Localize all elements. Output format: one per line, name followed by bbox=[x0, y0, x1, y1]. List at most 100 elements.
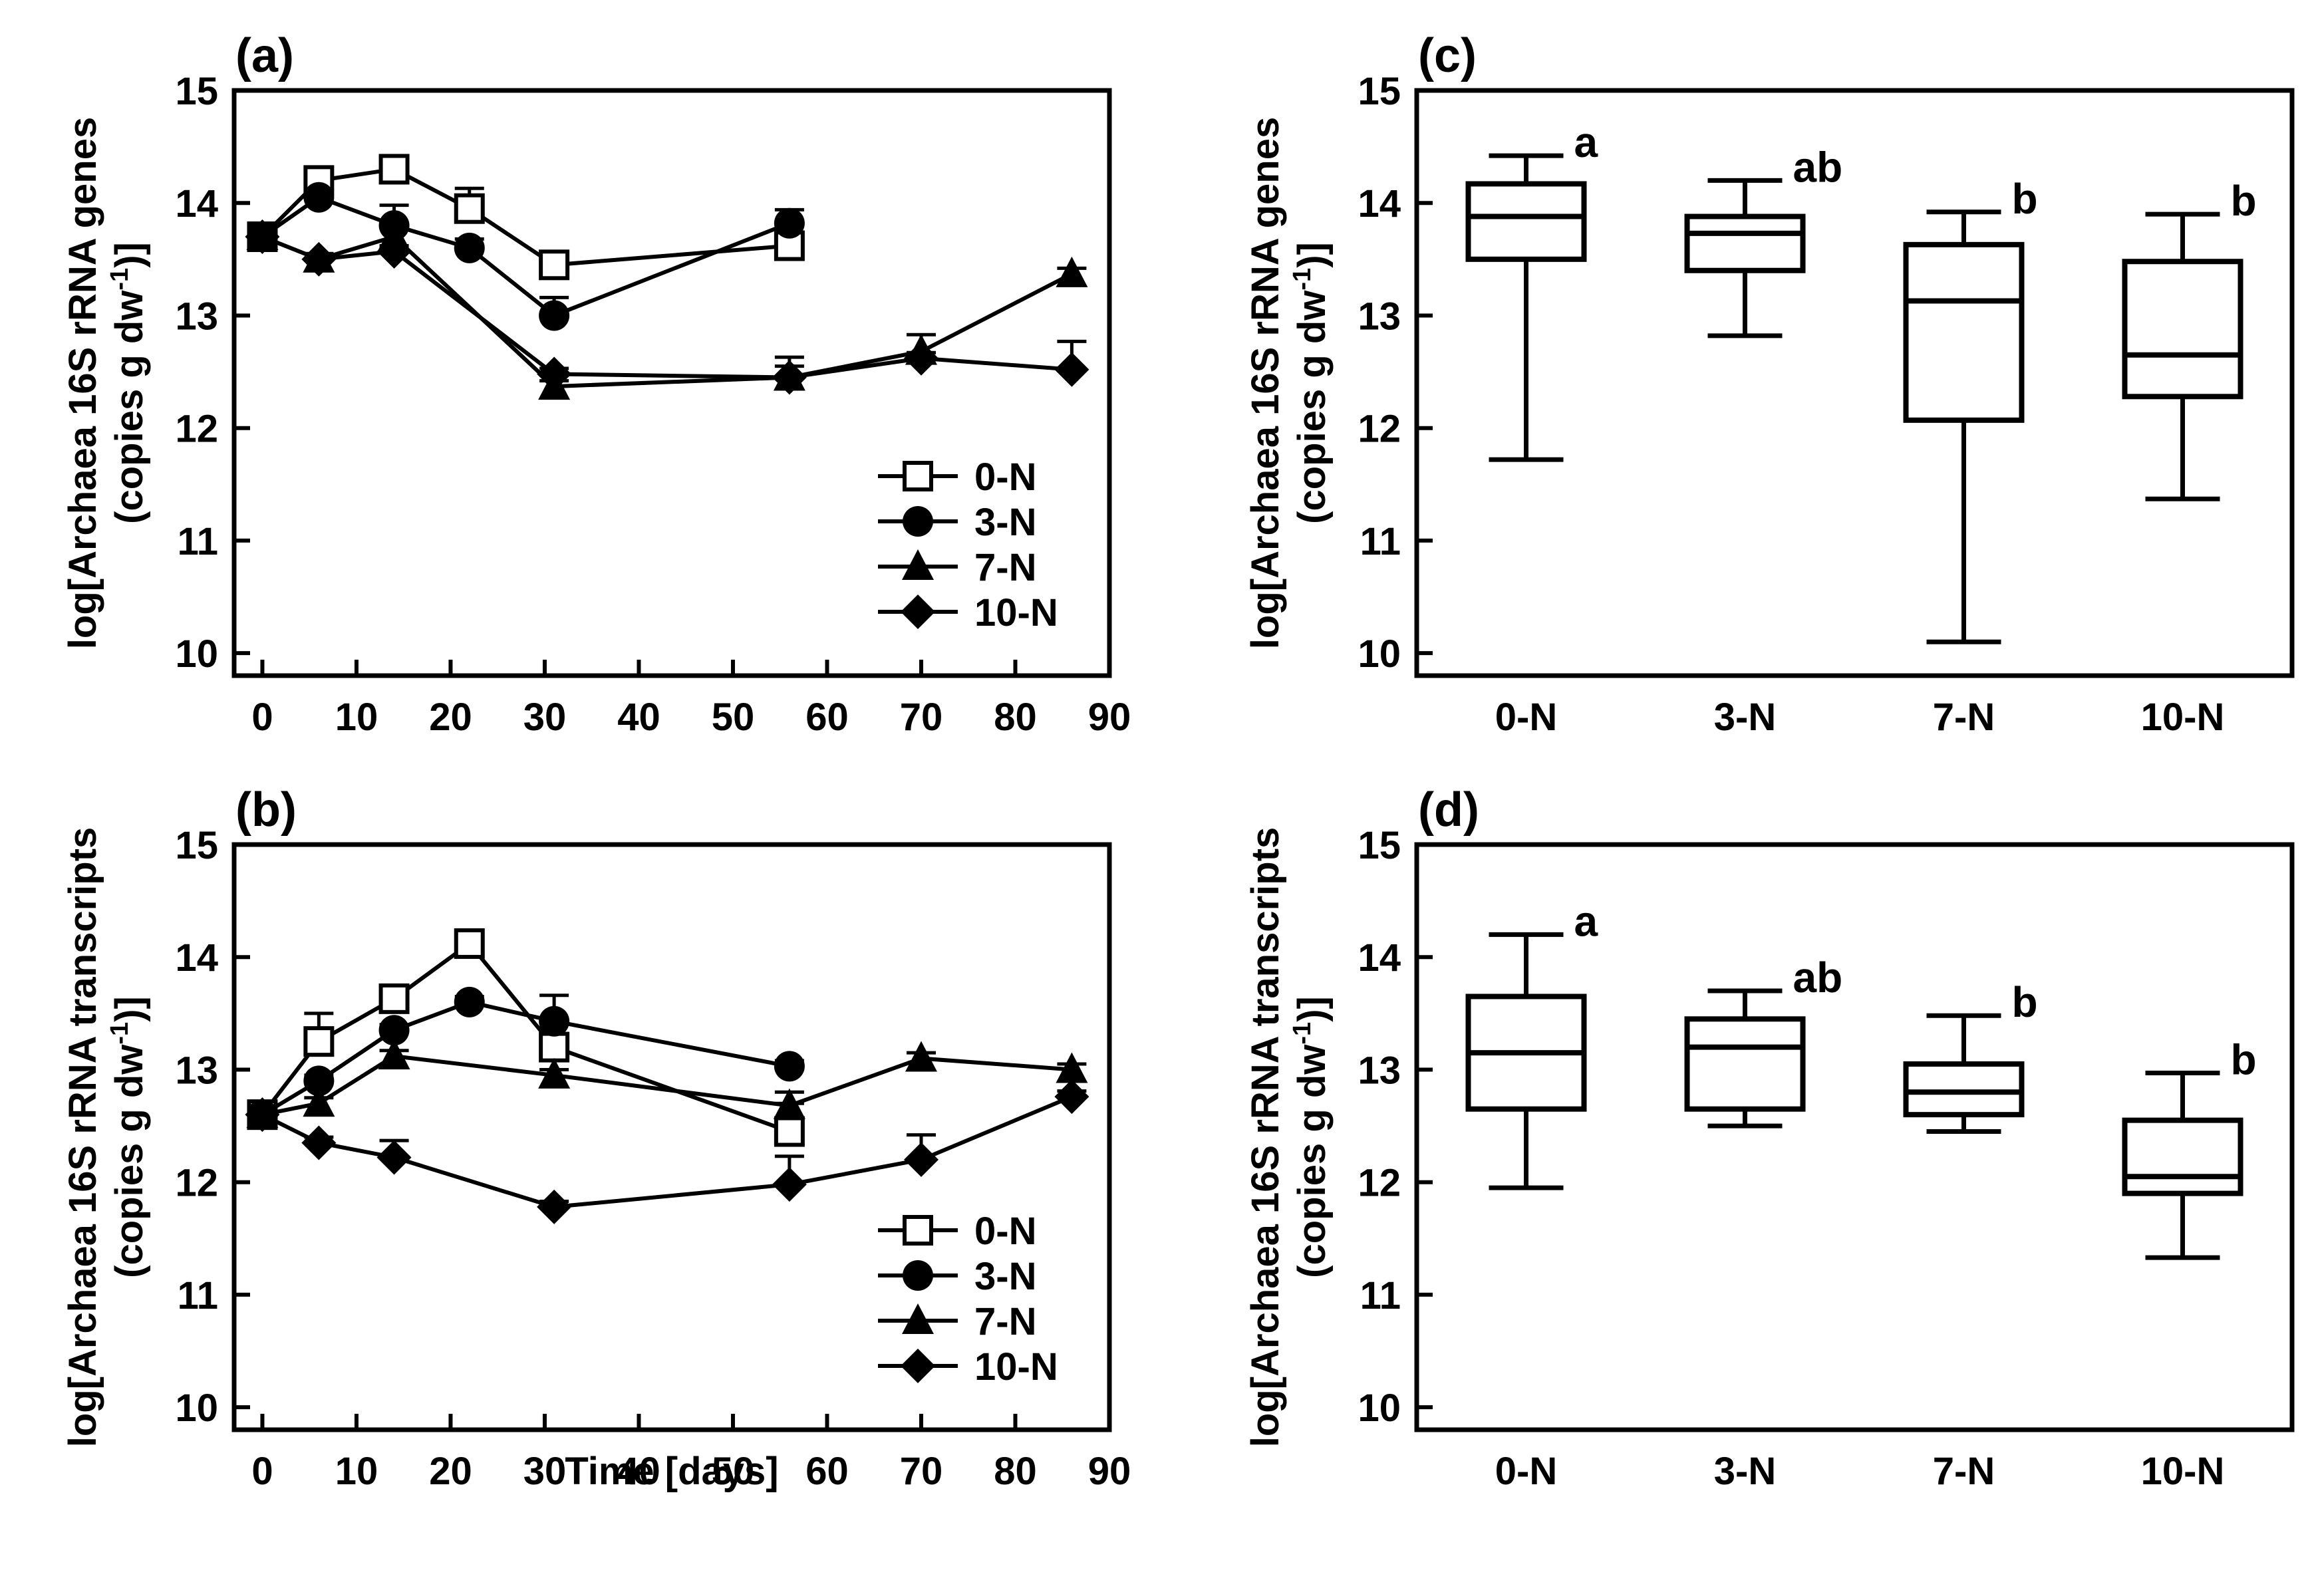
x-tick-label: 7-N bbox=[1933, 1450, 1995, 1493]
legend-marker bbox=[901, 1349, 935, 1383]
iqr-box bbox=[1465, 181, 1587, 262]
legend-item-3-N: 3-N bbox=[878, 501, 1036, 544]
x-tick-label: 0 bbox=[251, 1450, 273, 1493]
significance-letter: a bbox=[1574, 118, 1598, 166]
data-point bbox=[772, 360, 807, 395]
y-axis-units: (copies g dw-1)] bbox=[106, 996, 151, 1278]
y-tick-label: 15 bbox=[1358, 70, 1401, 113]
series-line bbox=[261, 999, 790, 1117]
series-7-N bbox=[246, 1039, 1088, 1129]
data-point bbox=[537, 356, 572, 392]
iqr-box bbox=[1684, 213, 1806, 273]
data-point bbox=[773, 1088, 805, 1119]
box-0-N: a bbox=[1465, 897, 1598, 1190]
data-point bbox=[301, 1125, 337, 1160]
legend-label: 10-N bbox=[974, 1345, 1058, 1389]
plot-frame bbox=[231, 842, 1112, 1432]
y-tick-label: 12 bbox=[175, 408, 218, 451]
data-point bbox=[1056, 256, 1088, 287]
y-tick-label: 11 bbox=[178, 1274, 218, 1317]
x-tick-label: 70 bbox=[900, 696, 943, 739]
legend-item-3-N: 3-N bbox=[878, 1255, 1036, 1298]
data-point bbox=[774, 1116, 805, 1147]
data-point bbox=[303, 1065, 335, 1097]
y-tick-label: 10 bbox=[175, 1387, 218, 1430]
plot-frame bbox=[231, 88, 1112, 678]
y-units-exponent: -1 bbox=[106, 268, 134, 291]
y-units-exponent: -1 bbox=[1288, 1022, 1316, 1045]
x-tick-label: 50 bbox=[712, 696, 755, 739]
data-point bbox=[774, 1051, 805, 1082]
x-tick-label: 60 bbox=[805, 696, 849, 739]
plot-frame bbox=[1414, 842, 2295, 1432]
x-tick-label: 10 bbox=[335, 696, 378, 739]
x-tick-label: 80 bbox=[994, 696, 1037, 739]
x-tick-label: 30 bbox=[523, 1450, 567, 1493]
x-tick-label: 50 bbox=[712, 1450, 755, 1493]
series-7-N bbox=[246, 219, 1088, 400]
legend-marker bbox=[902, 1303, 934, 1334]
data-point bbox=[245, 219, 280, 254]
data-point bbox=[301, 241, 337, 277]
data-point bbox=[454, 986, 485, 1017]
data-point bbox=[539, 1031, 570, 1063]
legend-label: 3-N bbox=[974, 501, 1036, 544]
box-0-N: a bbox=[1465, 118, 1598, 462]
box-3-N: ab bbox=[1684, 143, 1843, 338]
data-point bbox=[537, 1189, 572, 1224]
data-point bbox=[378, 983, 410, 1014]
y-tick-label: 13 bbox=[175, 295, 218, 338]
legend-item-10-N: 10-N bbox=[878, 1345, 1058, 1389]
panel-c: (c) 10 11 12 13 14 15 log[Archaea 16S rRNA gene… bbox=[1244, 29, 2295, 739]
x-tick-label: 7-N bbox=[1933, 696, 1995, 739]
iqr-box bbox=[2122, 259, 2243, 400]
y-tick-label: 11 bbox=[1360, 1274, 1401, 1317]
x-axis-title: Time [days] bbox=[565, 1450, 778, 1493]
y-axis-units: (copies g dw-1)] bbox=[1288, 242, 1334, 524]
panel-label: (c) bbox=[1418, 29, 1477, 82]
y-units-suffix: )] bbox=[108, 242, 151, 268]
iqr-box bbox=[2122, 1117, 2243, 1196]
data-point bbox=[539, 1005, 570, 1037]
series-10-N bbox=[245, 219, 1089, 395]
y-tick-label: 13 bbox=[175, 1049, 218, 1092]
y-axis-units: (copies g dw-1)] bbox=[106, 242, 151, 524]
x-tick-label: 0-N bbox=[1495, 696, 1557, 739]
data-point bbox=[774, 207, 805, 239]
x-tick-label: 90 bbox=[1088, 696, 1131, 739]
y-axis-title: log[Archaea 16S rRNA genes bbox=[61, 117, 104, 649]
legend-label: 0-N bbox=[974, 1210, 1036, 1253]
panel-label: (a) bbox=[235, 29, 294, 82]
data-point bbox=[454, 928, 485, 959]
y-axis-units: (copies g dw-1)] bbox=[1288, 996, 1334, 1278]
y-tick-label: 10 bbox=[175, 632, 218, 676]
data-point bbox=[772, 1167, 807, 1202]
x-tick-label: 0 bbox=[251, 696, 273, 739]
box-7-N: b bbox=[1903, 175, 2038, 644]
series-10-N bbox=[245, 1079, 1089, 1224]
y-units-prefix: (copies g dw bbox=[108, 1044, 151, 1278]
y-axis-title: log[Archaea 16S rRNA genes bbox=[1244, 117, 1287, 649]
data-point bbox=[378, 1015, 410, 1046]
y-units-suffix: )] bbox=[1290, 242, 1334, 268]
significance-letter: ab bbox=[1793, 143, 1843, 191]
x-tick-label: 10-N bbox=[2141, 1450, 2225, 1493]
x-tick-label: 60 bbox=[805, 1450, 849, 1493]
box-7-N: b bbox=[1903, 978, 2038, 1134]
legend-marker bbox=[902, 549, 934, 580]
x-tick-label: 40 bbox=[617, 1450, 660, 1493]
iqr-box bbox=[1684, 1016, 1806, 1112]
y-units-exponent: -1 bbox=[106, 1022, 134, 1045]
panel-d: (d) 10 11 12 13 14 15 log[Archaea 16S rRNA tran… bbox=[1244, 783, 2295, 1493]
data-point bbox=[539, 300, 570, 331]
legend-marker bbox=[903, 1260, 933, 1291]
series-0-N bbox=[247, 928, 805, 1147]
series-line bbox=[261, 234, 1073, 389]
legend-label: 7-N bbox=[974, 546, 1036, 589]
data-point bbox=[538, 1057, 571, 1089]
y-tick-label: 14 bbox=[175, 182, 218, 225]
data-point bbox=[774, 230, 805, 261]
y-tick-label: 10 bbox=[1358, 632, 1401, 676]
y-tick-label: 15 bbox=[1358, 824, 1401, 867]
